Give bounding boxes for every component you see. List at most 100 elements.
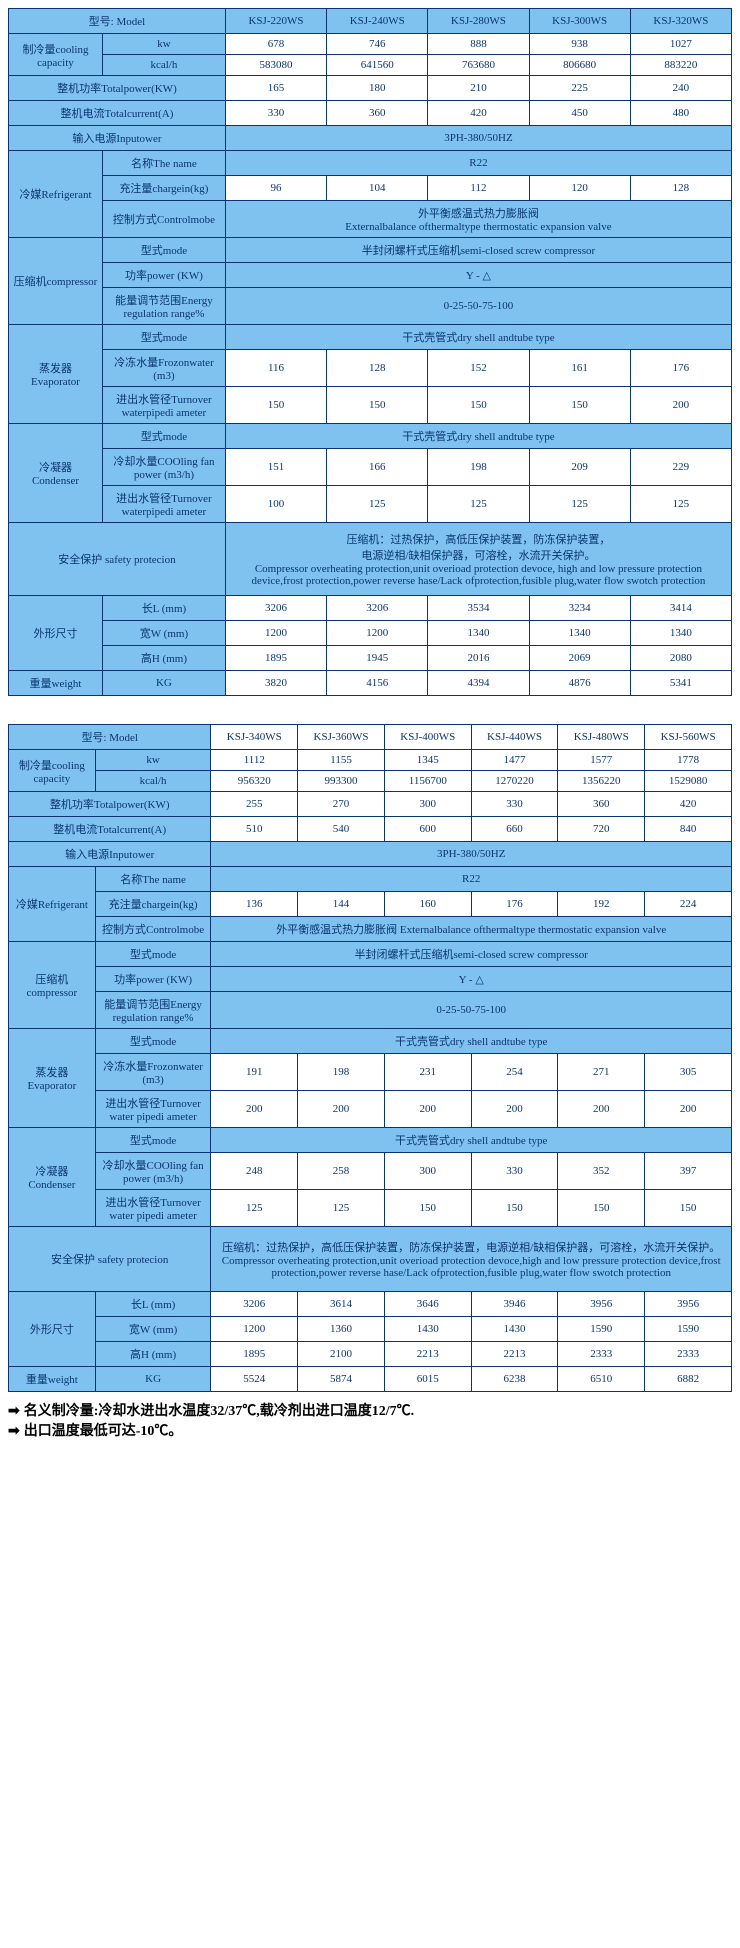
h-3: 2069 <box>529 646 630 671</box>
comp-label: 压缩机compressor <box>9 238 103 325</box>
control-label: 控制方式Controlmobe <box>102 201 225 238</box>
et2-0: 200 <box>211 1091 298 1128</box>
h2-4: 2333 <box>558 1342 645 1367</box>
cf2-3: 330 <box>471 1153 558 1190</box>
tc-1: 360 <box>327 101 428 126</box>
efw2-2: 231 <box>384 1054 471 1091</box>
h2-5: 2333 <box>645 1342 732 1367</box>
refrig-name: R22 <box>225 151 731 176</box>
tc2-3: 660 <box>471 817 558 842</box>
efw2-3: 254 <box>471 1054 558 1091</box>
kg-label: KG <box>102 671 225 696</box>
w-1: 1200 <box>327 621 428 646</box>
w2-0: 1200 <box>211 1317 298 1342</box>
l2-2: 3646 <box>384 1292 471 1317</box>
inputpower-label: 输入电源Inputower <box>9 126 226 151</box>
comp-power: Y - △ <box>225 263 731 288</box>
efw-0: 116 <box>225 350 326 387</box>
comp-label-2: 压缩机compressor <box>9 942 96 1029</box>
cond-turn-label: 进出水管径Turnover waterpipedi ameter <box>102 486 225 523</box>
w-0: 1200 <box>225 621 326 646</box>
dim-label-2: 外形尺寸 <box>9 1292 96 1367</box>
efw-1: 128 <box>327 350 428 387</box>
kcal-0: 583080 <box>225 55 326 76</box>
w2-5: 1590 <box>645 1317 732 1342</box>
m2-2: KSJ-400WS <box>384 725 471 750</box>
cond-label-2: 冷凝器 Condenser <box>9 1128 96 1227</box>
ct-1: 125 <box>327 486 428 523</box>
cooling-label: 制冷量cooling capacity <box>9 34 103 76</box>
note-1: 名义制冷量:冷却水进出水温度32/37℃,载冷剂出进口温度12/7℃. <box>24 1404 414 1419</box>
h-label-2: 高H (mm) <box>95 1342 211 1367</box>
cond-label: 冷凝器 Condenser <box>9 424 103 523</box>
em-2: 干式壳管式dry shell andtube type <box>211 1029 732 1054</box>
wt2-3: 6238 <box>471 1367 558 1392</box>
model-3: KSJ-300WS <box>529 9 630 34</box>
arrow-icon: ➡ <box>8 1423 20 1440</box>
inputpower: 3PH-380/50HZ <box>225 126 731 151</box>
l-label: 长L (mm) <box>102 596 225 621</box>
h-4: 2080 <box>630 646 731 671</box>
kcal-3: 806680 <box>529 55 630 76</box>
tc2-5: 840 <box>645 817 732 842</box>
totalpower-label: 整机功率Totalpower(KW) <box>9 76 226 101</box>
w-label-2: 宽W (mm) <box>95 1317 211 1342</box>
wt-4: 5341 <box>630 671 731 696</box>
tp2-1: 270 <box>298 792 385 817</box>
l-3: 3234 <box>529 596 630 621</box>
cm-label-2: 型式mode <box>95 942 211 967</box>
cooling-label-2: 制冷量cooling capacity <box>9 750 96 792</box>
cf2-0: 248 <box>211 1153 298 1190</box>
model-2: KSJ-280WS <box>428 9 529 34</box>
w2-3: 1430 <box>471 1317 558 1342</box>
charge-label-2: 充注量chargein(kg) <box>95 892 211 917</box>
name-label-2: 名称The name <box>95 867 211 892</box>
footnotes: ➡名义制冷量:冷却水进出水温度32/37℃,载冷剂出进口温度12/7℃. ➡出口… <box>8 1400 732 1440</box>
name-label: 名称The name <box>102 151 225 176</box>
cdm-2: 干式壳管式dry shell andtube type <box>211 1128 732 1153</box>
dim-label: 外形尺寸 <box>9 596 103 671</box>
kw-3: 938 <box>529 34 630 55</box>
tp2-3: 330 <box>471 792 558 817</box>
tp-4: 240 <box>630 76 731 101</box>
h2-2: 2213 <box>384 1342 471 1367</box>
safety-label-2: 安全保护 safety protecion <box>9 1227 211 1292</box>
tp2-2: 300 <box>384 792 471 817</box>
tc2-2: 600 <box>384 817 471 842</box>
ct2-0: 125 <box>211 1190 298 1227</box>
l-1: 3206 <box>327 596 428 621</box>
kw2-1: 1155 <box>298 750 385 771</box>
evap-label-2: 蒸发器 Evaporator <box>9 1029 96 1128</box>
totalcurrent-label: 整机电流Totalcurrent(A) <box>9 101 226 126</box>
tp-2: 210 <box>428 76 529 101</box>
kw2-2: 1345 <box>384 750 471 771</box>
model-label-2: 型号: Model <box>9 725 211 750</box>
cm-2: 半封闭螺杆式压缩机semi-closed screw compressor <box>211 942 732 967</box>
tc-2: 420 <box>428 101 529 126</box>
cond-fan-label: 冷却水量COOling fan power (m3/h) <box>102 449 225 486</box>
efw2-4: 271 <box>558 1054 645 1091</box>
h2-1: 2100 <box>298 1342 385 1367</box>
et-2: 150 <box>428 387 529 424</box>
wt2-4: 6510 <box>558 1367 645 1392</box>
charge-label: 充注量chargein(kg) <box>102 176 225 201</box>
m2-1: KSJ-360WS <box>298 725 385 750</box>
comp-power-label: 功率power (KW) <box>102 263 225 288</box>
l-4: 3414 <box>630 596 731 621</box>
cf2-5: 397 <box>645 1153 732 1190</box>
wt2-0: 5524 <box>211 1367 298 1392</box>
kcal-4: 883220 <box>630 55 731 76</box>
cf-2: 198 <box>428 449 529 486</box>
w2-4: 1590 <box>558 1317 645 1342</box>
ct-4: 125 <box>630 486 731 523</box>
evap-label: 蒸发器 Evaporator <box>9 325 103 424</box>
kw-label: kw <box>102 34 225 55</box>
model-4: KSJ-320WS <box>630 9 731 34</box>
spec-table-1: 型号: Model KSJ-220WSKSJ-240WSKSJ-280WSKSJ… <box>8 8 732 696</box>
kc2-5: 1529080 <box>645 771 732 792</box>
kcal-label: kcal/h <box>102 55 225 76</box>
tc2-1: 540 <box>298 817 385 842</box>
kc2-0: 956320 <box>211 771 298 792</box>
tc-label-2: 整机电流Totalcurrent(A) <box>9 817 211 842</box>
kw-2: 888 <box>428 34 529 55</box>
